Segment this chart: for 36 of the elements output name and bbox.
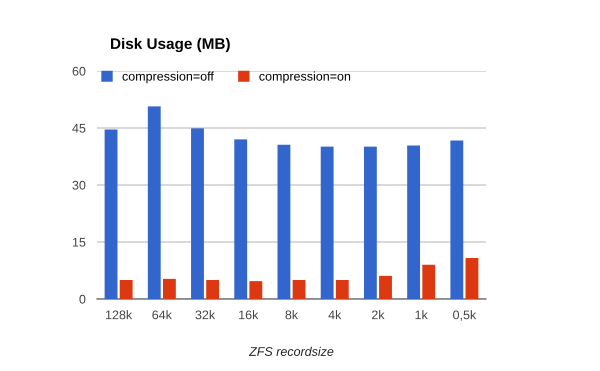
y-tick-label: 60: [72, 66, 86, 76]
legend-label: compression=on: [259, 72, 350, 84]
bar: [249, 281, 262, 299]
bar: [206, 280, 220, 299]
x-tick-label: 1k: [416, 310, 428, 320]
bar: [120, 280, 133, 299]
y-tick-label: 30: [72, 180, 86, 190]
x-tick-label: 32k: [195, 310, 216, 320]
chart-title: Disk Usage (MB): [111, 38, 230, 52]
x-tick-label: 0,5k: [453, 310, 476, 321]
bar: [292, 280, 306, 299]
x-tick-label: 16k: [239, 310, 258, 320]
y-tick-label: 45: [72, 124, 86, 133]
x-tick-label: 128k: [106, 310, 132, 320]
y-tick-label: 15: [72, 238, 86, 247]
x-axis-title: ZFS recordsize: [248, 346, 334, 356]
legend-label: compression=off: [122, 72, 214, 84]
x-tick-label: 2k: [372, 310, 385, 320]
x-tick-label: 4k: [328, 310, 342, 320]
bar: [364, 146, 377, 299]
bar: [450, 140, 464, 299]
bar: [379, 276, 392, 299]
bar: [104, 130, 118, 299]
bar: [466, 258, 478, 299]
bar: [191, 128, 204, 299]
bar: [407, 145, 420, 299]
bar: [234, 139, 248, 299]
bar: [278, 144, 290, 299]
bar: [162, 278, 176, 299]
bar: [148, 106, 161, 299]
y-tick-label: 0: [79, 294, 86, 304]
bar: [422, 264, 436, 299]
bar: [336, 280, 349, 299]
bar: [320, 146, 334, 299]
x-tick-label: 8k: [285, 310, 298, 320]
x-tick-label: 64k: [152, 310, 172, 320]
